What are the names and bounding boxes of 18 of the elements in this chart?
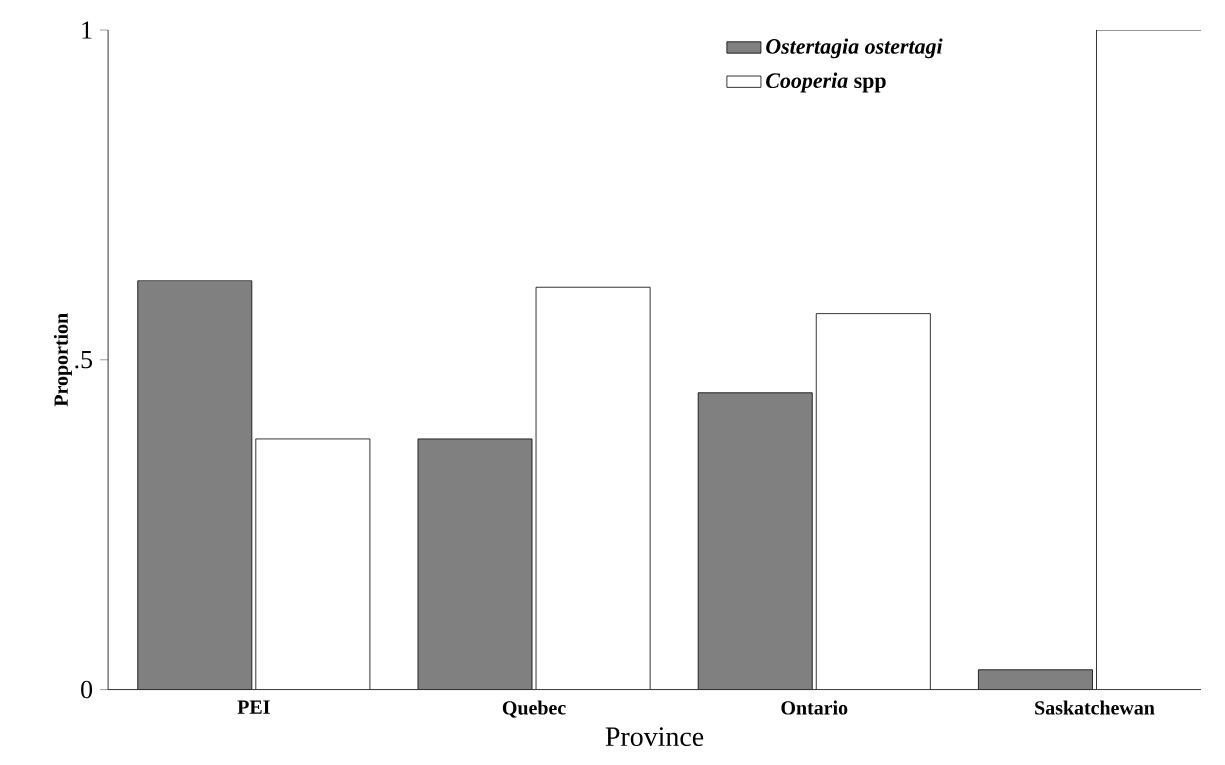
bar [698, 392, 813, 690]
bar [815, 313, 931, 690]
x-tick-label: Ontario [781, 700, 848, 715]
bar [535, 287, 651, 690]
x-tick-label: Saskatchewan [1035, 700, 1155, 715]
legend-label: Cooperia spp [766, 72, 886, 93]
y-tick-label: 1 [82, 21, 92, 39]
bar [137, 280, 252, 690]
bar [417, 439, 533, 690]
x-axis-title: Province [605, 727, 704, 747]
legend-label: Ostertagia ostertagi [766, 38, 943, 59]
y-tick-label: .5 [75, 351, 93, 369]
bar [255, 438, 371, 690]
y-axis-title: Proportion [53, 313, 72, 407]
y-tick-label: 0 [81, 681, 93, 699]
x-tick-label: PEI [237, 700, 270, 714]
x-tick-label: Quebec [502, 700, 566, 718]
bar [978, 669, 1093, 690]
